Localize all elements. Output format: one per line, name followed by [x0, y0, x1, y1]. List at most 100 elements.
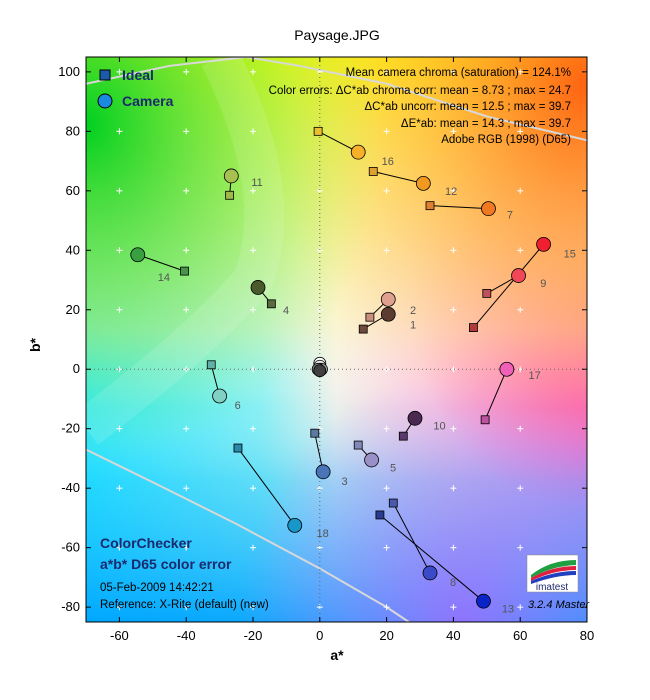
patch-label-7: 7	[507, 210, 513, 222]
ideal-marker-1	[358, 324, 368, 334]
ideal-marker-12	[368, 167, 378, 176]
patch-label-15: 15	[564, 248, 576, 260]
y-tick-label: -60	[61, 540, 80, 555]
y-tick-label: 0	[73, 361, 80, 376]
patch-label-18: 18	[316, 528, 328, 540]
camera-marker-13	[476, 593, 491, 609]
ideal-marker-6	[206, 360, 216, 370]
ideal-marker-10	[398, 431, 408, 441]
y-tick-label: -80	[61, 599, 80, 614]
patch-label-14: 14	[158, 272, 170, 284]
camera-marker-6	[212, 388, 228, 404]
legend-ideal-label: Ideal	[122, 67, 154, 83]
annotation-colorspace: Adobe RGB (1998) (D65)	[441, 134, 571, 146]
x-tick-label: 0	[316, 628, 323, 643]
x-tick-label: -20	[244, 628, 263, 643]
x-tick-label: -60	[110, 628, 129, 643]
plot-background	[86, 57, 587, 622]
patch-label-9: 9	[540, 278, 546, 290]
patch-label-1: 1	[410, 320, 416, 332]
legend-camera-label: Camera	[122, 93, 174, 109]
ideal-marker-5	[353, 440, 363, 450]
version-label: 3.2.4 Master	[528, 599, 590, 611]
ideal-marker-15	[469, 323, 478, 333]
neutral-points	[311, 356, 328, 378]
patch-label-6: 6	[235, 400, 241, 412]
ideal-marker-4	[266, 299, 276, 309]
x-tick-label: 80	[580, 628, 594, 643]
error-vector-14	[137, 254, 185, 272]
y-axis-label: b*	[27, 337, 43, 352]
error-vector-8	[392, 502, 431, 574]
x-tick-label: -40	[177, 628, 196, 643]
patch-label-12: 12	[445, 186, 457, 198]
ideal-marker-16	[313, 126, 323, 136]
ideal-marker-3	[310, 428, 320, 438]
plot-frame	[85, 56, 588, 623]
camera-markers	[130, 144, 551, 609]
patch-label-11: 11	[251, 177, 262, 189]
camera-marker-17	[499, 361, 515, 377]
error-vector-13	[379, 514, 484, 602]
info-timestamp: 05-Feb-2009 14:42:21	[100, 582, 214, 594]
patch-label-16: 16	[382, 156, 394, 168]
y-tick-label: -20	[61, 421, 80, 436]
legend-camera-marker	[97, 93, 113, 109]
info-reference: Reference: X-Rite (default) (new)	[100, 599, 269, 611]
camera-marker-10	[407, 410, 423, 426]
ideal-marker-14	[180, 266, 189, 276]
error-vector-16	[317, 130, 359, 153]
camera-marker-1	[380, 306, 396, 322]
ideal-markers	[180, 126, 492, 520]
camera-marker-14	[130, 247, 146, 263]
patch-label-3: 3	[342, 476, 348, 488]
camera-marker-12	[415, 175, 431, 191]
ideal-marker-8	[388, 498, 398, 508]
y-tick-label: 100	[58, 64, 80, 79]
legend-ideal-marker	[99, 69, 111, 81]
annotation-chroma-corr: Color errors: ΔC*ab chroma corr: mean = …	[269, 85, 571, 97]
y-tick-label: 40	[66, 242, 80, 257]
ideal-marker-13	[375, 510, 385, 520]
error-vector-7	[429, 205, 489, 210]
camera-marker-9	[511, 268, 526, 283]
error-vector-17	[484, 369, 508, 420]
ideal-marker-7	[425, 201, 435, 211]
error-vector-15	[473, 244, 544, 328]
x-tick-label: 40	[446, 628, 460, 643]
camera-marker-4	[250, 280, 266, 295]
patch-label-13: 13	[502, 604, 514, 616]
annotation-delta-e: ΔE*ab: mean = 14.3 ; max = 39.7	[401, 118, 571, 130]
camera-marker-11	[223, 168, 239, 184]
error-vector-12	[373, 171, 424, 184]
y-tick-label: 80	[66, 123, 80, 138]
info-block: ColorChecker a*b* D65 color error 05-Feb…	[100, 535, 269, 611]
neutral-point	[313, 364, 327, 378]
patch-label-2: 2	[410, 305, 416, 317]
camera-marker-8	[422, 565, 438, 581]
info-subtitle: a*b* D65 color error	[100, 556, 232, 572]
x-tick-label: 20	[379, 628, 393, 643]
ideal-marker-2	[365, 312, 375, 322]
ideal-marker-9	[482, 289, 492, 298]
patch-label-8: 8	[450, 577, 456, 589]
y-tick-label: -40	[61, 480, 80, 495]
chart-title: Paysage.JPG	[294, 27, 380, 43]
camera-marker-16	[350, 144, 366, 160]
patch-label-17: 17	[529, 370, 541, 382]
camera-marker-5	[364, 452, 379, 468]
y-tick-label: 60	[66, 183, 80, 198]
camera-marker-15	[536, 236, 551, 252]
logo-text: imatest	[536, 582, 568, 593]
ideal-marker-18	[233, 443, 243, 453]
camera-marker-7	[481, 201, 496, 217]
ideal-marker-11	[225, 190, 235, 200]
info-colorchecker: ColorChecker	[100, 535, 192, 551]
error-annotations: Mean camera chroma (saturation) = 124.1%…	[269, 67, 572, 146]
legend: Ideal Camera	[97, 67, 174, 109]
y-tick-label: 20	[66, 302, 80, 317]
ideal-marker-17	[480, 415, 490, 425]
camera-marker-18	[287, 517, 303, 533]
